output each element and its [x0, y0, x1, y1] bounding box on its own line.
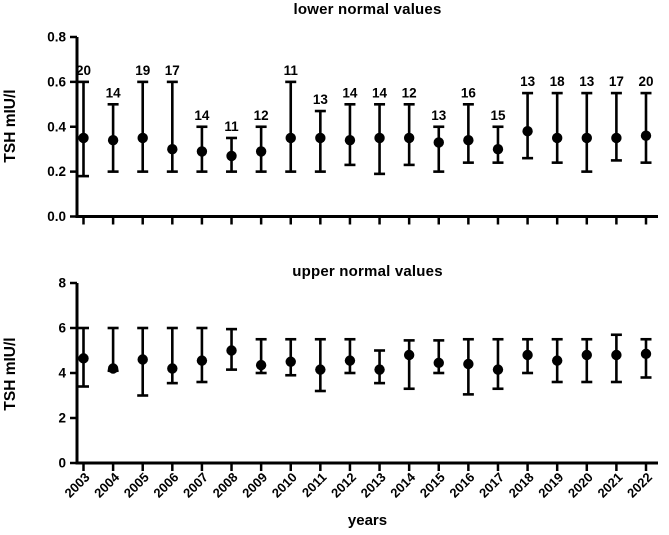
count-label: 13 [431, 108, 447, 123]
data-point [403, 132, 415, 144]
data-point [344, 355, 356, 366]
data-point [374, 132, 385, 144]
count-label: 11 [224, 119, 239, 134]
data-point [285, 132, 296, 144]
count-label: 14 [342, 85, 358, 100]
count-label: 12 [254, 108, 269, 123]
data-point [640, 130, 652, 141]
data-point [315, 364, 326, 375]
x-tick-label: 2014 [387, 469, 419, 501]
y-tick-label: 4 [58, 366, 66, 381]
count-label: 17 [609, 74, 624, 89]
x-tick-label: 2018 [506, 470, 537, 501]
x-tick-label: 2004 [91, 469, 123, 501]
data-point [167, 363, 178, 374]
data-point [167, 143, 178, 155]
data-point [374, 364, 385, 375]
data-point [611, 349, 622, 361]
x-tick-label: 2003 [62, 470, 93, 501]
x-tick-label: 2016 [446, 470, 477, 501]
chart-title-lower-normal-values: lower normal values [293, 1, 442, 18]
count-label: 12 [402, 85, 417, 100]
x-axis-label-years: years [347, 512, 388, 529]
x-tick-label: 2007 [180, 470, 211, 501]
count-label: 15 [490, 108, 506, 123]
data-point [492, 364, 504, 375]
data-point [581, 349, 592, 361]
data-point [522, 349, 533, 361]
data-point [78, 132, 89, 144]
y-tick-label: 2 [58, 411, 66, 426]
data-point [137, 132, 148, 144]
x-tick-label: 2011 [299, 470, 330, 501]
x-tick-label: 2017 [476, 470, 507, 501]
x-tick-label: 2013 [358, 470, 389, 501]
x-tick-label: 2021 [594, 470, 625, 501]
count-label: 14 [106, 85, 122, 100]
data-point [551, 355, 563, 366]
data-point [551, 132, 563, 144]
count-label: 19 [135, 63, 150, 78]
data-point [255, 146, 267, 157]
y-tick-label: 0.4 [47, 119, 66, 134]
y-tick-label: 0 [58, 456, 66, 471]
data-point [611, 132, 622, 144]
x-tick-label: 2005 [121, 470, 152, 501]
x-tick-label: 2009 [239, 470, 270, 501]
count-label: 14 [372, 85, 388, 100]
data-point [433, 137, 444, 148]
y-tick-label: 8 [58, 276, 66, 291]
data-point [463, 358, 474, 370]
data-point [78, 353, 89, 364]
data-point [492, 143, 504, 155]
x-tick-label: 2019 [535, 470, 566, 501]
data-point [522, 126, 533, 137]
x-tick-label: 2020 [565, 470, 596, 501]
data-point [226, 345, 237, 356]
count-label: 11 [284, 63, 299, 78]
data-point [107, 135, 119, 146]
data-point [196, 146, 208, 157]
y-tick-label: 0.0 [47, 209, 66, 224]
data-point [463, 135, 474, 146]
x-tick-label: 2012 [328, 470, 359, 501]
y-tick-label: 0.2 [47, 164, 66, 179]
data-point [344, 135, 356, 146]
x-tick-label: 2010 [269, 470, 300, 501]
chart-title-upper-normal-values: upper normal values [292, 263, 443, 280]
data-point [285, 356, 296, 367]
data-point [403, 349, 415, 361]
count-label: 17 [165, 63, 180, 78]
data-point [196, 355, 208, 366]
data-point [137, 354, 148, 365]
data-point [640, 348, 652, 360]
data-point [433, 357, 444, 369]
data-point [315, 132, 326, 144]
count-label: 13 [579, 74, 595, 89]
count-label: 18 [550, 74, 566, 89]
y-tick-label: 6 [58, 321, 66, 336]
y-tick-label: 0.8 [47, 30, 66, 45]
count-label: 13 [313, 92, 329, 107]
data-point [255, 359, 267, 371]
count-label: 20 [76, 63, 91, 78]
count-label: 13 [520, 74, 536, 89]
x-tick-label: 2008 [210, 470, 241, 501]
data-point [581, 132, 592, 144]
y-tick-label: 0.6 [47, 74, 66, 89]
x-tick-label: 2006 [150, 470, 181, 501]
count-label: 16 [461, 85, 477, 100]
x-tick-label: 2022 [624, 470, 655, 501]
count-label: 14 [194, 108, 210, 123]
data-point [226, 150, 237, 162]
x-tick-label: 2015 [417, 470, 448, 501]
count-label: 20 [638, 74, 653, 89]
data-point [107, 363, 119, 374]
